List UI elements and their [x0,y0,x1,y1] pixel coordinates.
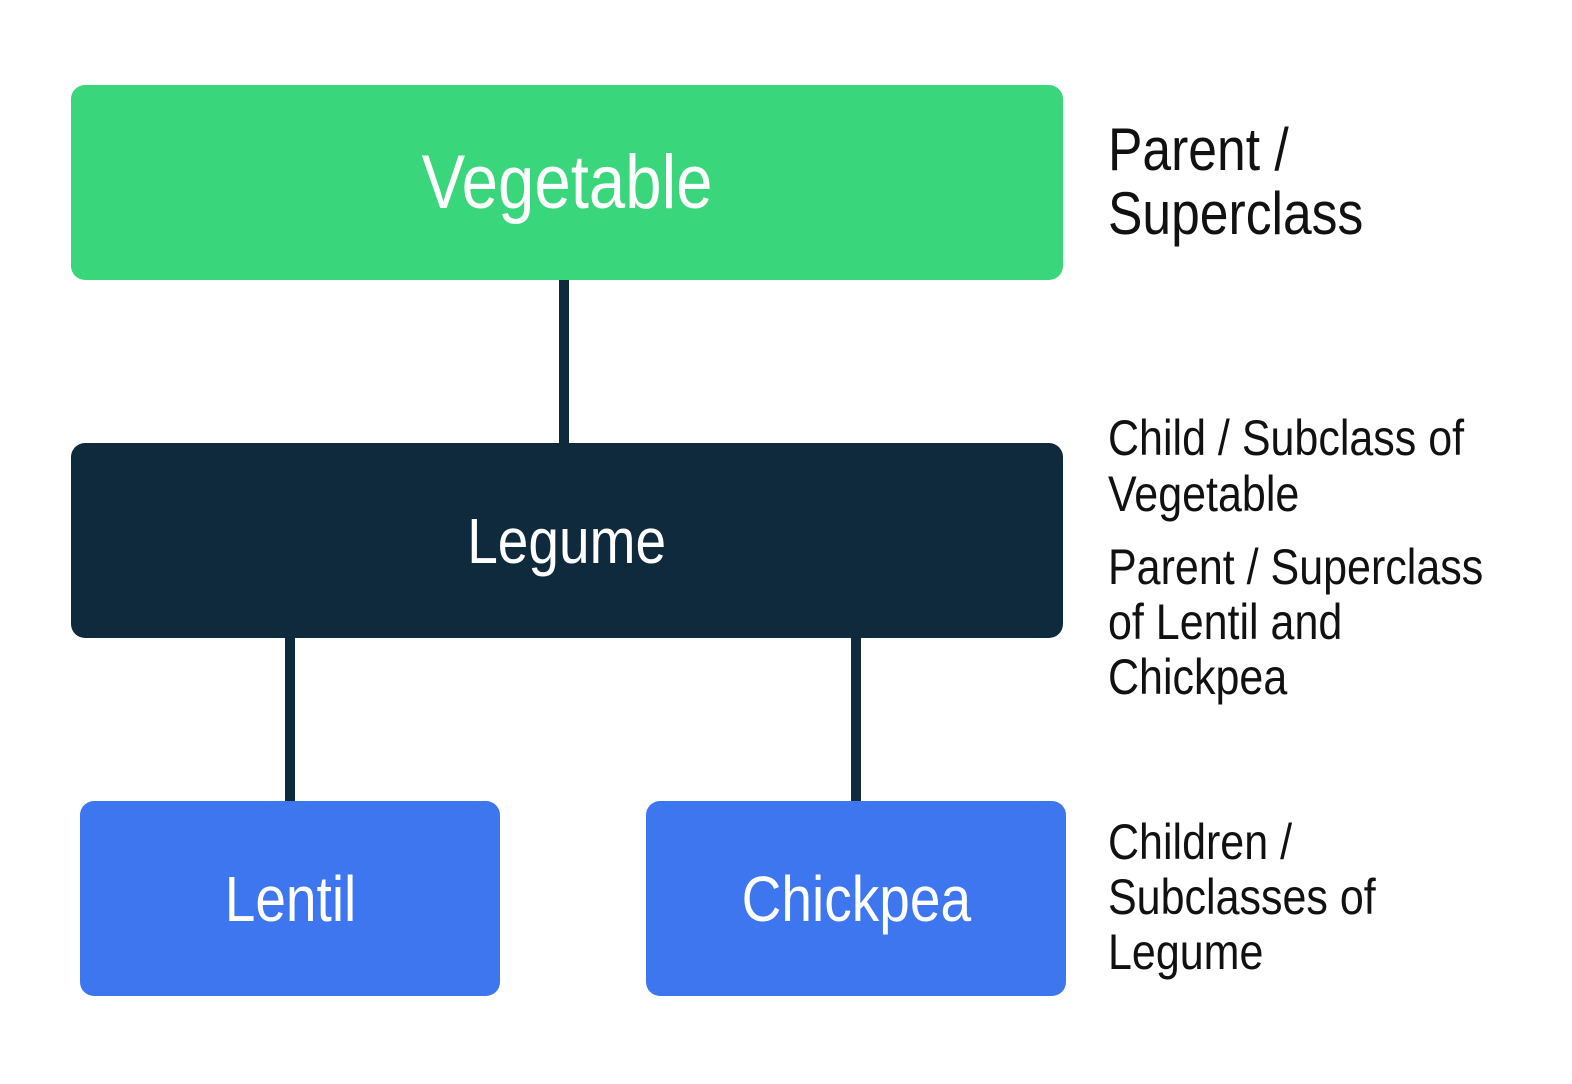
annotation-line: Vegetable [1108,466,1300,522]
connector-legume-chickpea [851,638,861,801]
node-legume-label: Legume [467,504,667,577]
annotation-line: Parent / Superclass [1108,539,1484,595]
annotation-line: of Lentil and [1108,594,1343,650]
node-lentil-label: Lentil [224,862,356,935]
annotation-line: Children / [1108,814,1293,870]
node-chickpea-label: Chickpea [741,862,971,935]
annotation-line: Subclasses of [1108,869,1376,925]
annotation-legume-child-role: Child / Subclass of Vegetable [1108,410,1464,522]
annotation-legume-parent-role: Parent / Superclass of Lentil and Chickp… [1108,540,1483,705]
node-lentil: Lentil [80,801,500,996]
node-chickpea: Chickpea [646,801,1066,996]
annotation-children-role: Children / Subclasses of Legume [1108,815,1376,980]
annotation-line: Child / Subclass of [1108,410,1465,466]
node-vegetable: Vegetable [71,85,1063,280]
annotation-line: Legume [1108,924,1264,980]
connector-legume-lentil [285,638,295,801]
connector-vegetable-legume [559,280,569,443]
node-vegetable-label: Vegetable [421,140,713,225]
node-legume: Legume [71,443,1063,638]
annotation-line: Superclass [1108,180,1364,247]
annotation-line: Chickpea [1108,649,1288,705]
annotation-vegetable-role: Parent / Superclass [1108,118,1363,246]
annotation-line: Parent / [1108,116,1289,183]
